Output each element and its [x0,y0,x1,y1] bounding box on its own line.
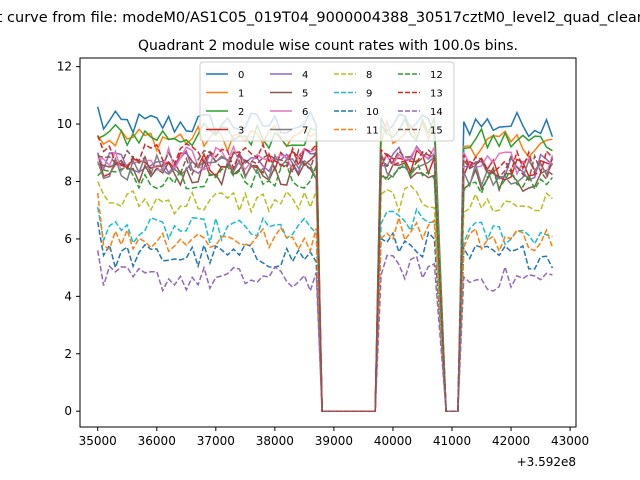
series-line-15 [97,148,554,412]
y-tick-label: 8 [64,174,72,188]
figure-suptitle: Light curve from file: modeM0/AS1C05_019… [0,10,640,26]
x-tick-label: 39000 [315,434,353,448]
series-line-3 [96,149,553,412]
legend-label-13: 13 [430,89,443,100]
series-line-12 [97,159,553,412]
y-tick-label: 4 [64,289,72,303]
x-tick-label: 42000 [492,434,530,448]
legend-label-3: 3 [238,126,244,137]
series-line-7 [96,152,554,412]
y-axis-ticks: 0 2 4 6 8 10 12 [57,60,80,418]
legend-label-0: 0 [238,70,244,81]
series-line-8 [97,181,553,412]
legend-label-14: 14 [430,107,443,118]
legend-label-1: 1 [238,89,244,100]
x-tick-label: 41000 [433,434,471,448]
series-line-10 [96,221,554,412]
x-axis-ticks: 35000 36000 37000 38000 39000 40000 41000 42000… [79,427,589,448]
axes-frame [79,57,577,428]
series-line-4 [96,144,553,412]
series-line-9 [96,207,553,412]
x-tick-label: 38000 [256,434,294,448]
x-axis-offset-text: +3.592e8 [517,455,576,469]
y-tick-label: 12 [57,60,72,74]
legend-label-11: 11 [366,126,379,137]
y-tick-label: 2 [64,347,72,361]
y-tick-label: 10 [57,117,72,131]
legend-label-7: 7 [302,126,308,137]
series-lines [96,106,554,412]
series-line-6 [97,144,554,412]
series-line-11 [96,192,554,412]
x-tick-label: 35000 [79,434,117,448]
legend-label-2: 2 [238,107,244,118]
legend-label-4: 4 [302,70,308,81]
legend-label-10: 10 [366,107,379,118]
legend-label-8: 8 [366,70,372,81]
legend-label-6: 6 [302,107,308,118]
legend-label-9: 9 [366,89,372,100]
x-tick-label: 36000 [138,434,176,448]
x-tick-label: 37000 [197,434,235,448]
legend-label-12: 12 [430,70,443,81]
legend-label-5: 5 [302,89,308,100]
legend-label-15: 15 [430,126,443,137]
y-tick-label: 6 [64,232,72,246]
y-tick-label: 0 [64,404,72,418]
x-tick-label: 43000 [551,434,589,448]
x-tick-label: 40000 [374,434,412,448]
legend-box [199,61,455,142]
chart-title: Quadrant 2 module wise count rates with … [138,38,518,54]
series-line-0 [96,106,554,412]
series-line-14 [96,250,553,412]
